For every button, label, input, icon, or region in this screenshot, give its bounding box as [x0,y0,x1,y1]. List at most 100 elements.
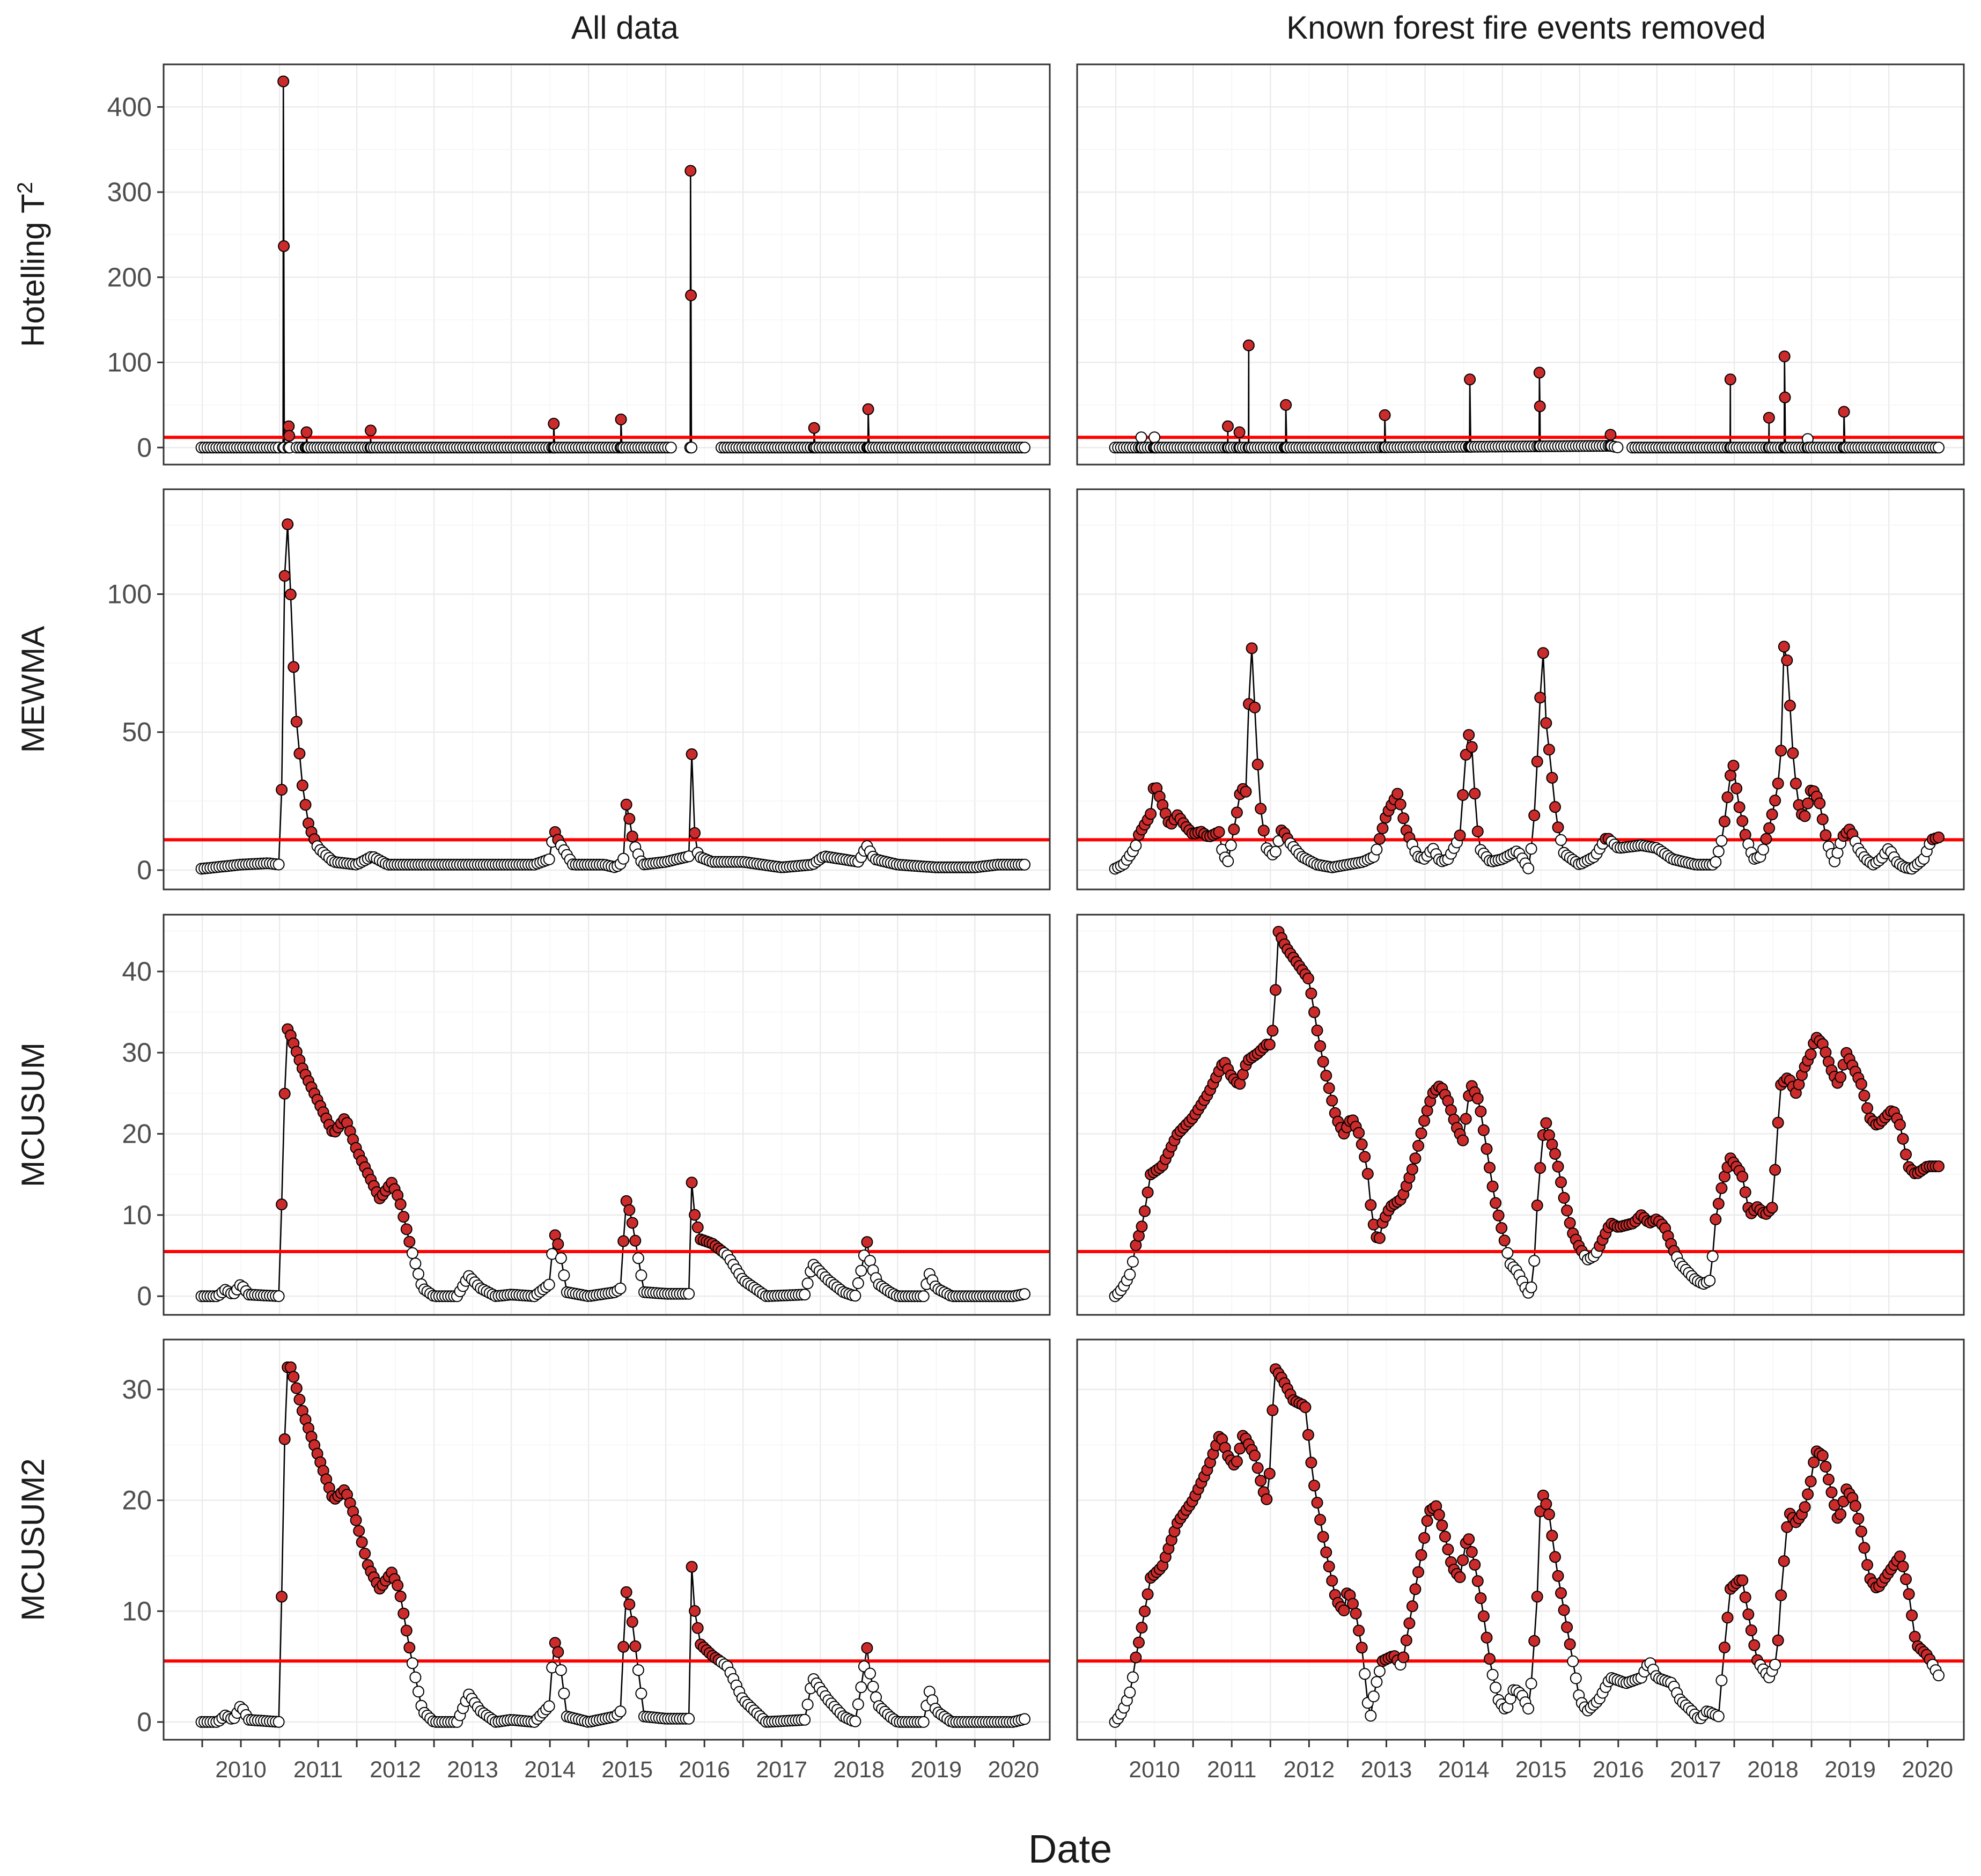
data-point-out-of-control [1356,1138,1368,1151]
data-point-out-of-control [1718,1642,1730,1653]
data-point-in-control [1757,843,1769,856]
data-point-in-control [1525,843,1537,855]
data-point-in-control [1269,845,1282,858]
data-point-out-of-control [1561,1621,1573,1634]
data-point-out-of-control [397,1607,410,1620]
data-point-out-of-control [1849,1500,1861,1512]
y-tick-label: 20 [122,1119,152,1149]
data-point-out-of-control [1477,1610,1490,1622]
column-titles: All data Known forest fire events remove… [571,10,1766,46]
data-point-out-of-control [1353,1127,1365,1139]
data-point-out-of-control [1406,1600,1418,1613]
data-point-out-of-control [1552,821,1564,834]
data-point-out-of-control [1145,808,1157,820]
data-point-out-of-control [1766,1202,1778,1214]
data-point-out-of-control [1739,1186,1751,1198]
x-tick-label: 2019 [910,1757,962,1783]
data-point-in-control [614,1282,627,1294]
data-point-out-of-control [1710,1213,1722,1225]
data-point-in-control [273,858,285,871]
x-tick-label: 2011 [1207,1757,1256,1783]
panel-background [1077,915,1964,1315]
y-tick-label: 0 [137,1707,152,1737]
data-point-out-of-control [278,1433,291,1445]
data-point-out-of-control [1903,1588,1915,1600]
data-point-out-of-control [1549,1147,1561,1160]
data-point-out-of-control [365,424,377,437]
data-point-out-of-control [1463,729,1475,741]
data-point-in-control [864,1667,876,1680]
data-point-out-of-control [1233,426,1246,438]
data-point-out-of-control [1397,812,1410,825]
x-tick-label: 2013 [1361,1757,1412,1783]
data-point-in-control [799,1289,811,1301]
panel-border [1076,488,1965,891]
data-point-out-of-control [1400,1634,1412,1646]
data-point-in-control [799,1713,811,1726]
data-point-out-of-control [1302,1429,1314,1441]
data-point-out-of-control [1822,1473,1835,1485]
data-point-out-of-control [1379,409,1391,421]
data-point-out-of-control [1558,1604,1570,1616]
data-point-out-of-control [1280,399,1292,411]
data-point-out-of-control [1338,1605,1350,1616]
data-point-out-of-control [1739,1591,1751,1603]
data-point-out-of-control [1442,1543,1454,1556]
x-tick-label: 2013 [447,1757,498,1783]
data-point-out-of-control [1394,798,1406,811]
series [1077,641,1964,875]
data-point-out-of-control [1552,1160,1564,1173]
data-point-out-of-control [1266,1025,1279,1037]
data-point-out-of-control [1496,1222,1508,1234]
data-point-out-of-control [1816,813,1829,826]
data-point-out-of-control [1471,825,1484,837]
data-point-out-of-control [1222,420,1234,432]
y-tick-label: 0 [137,1281,152,1311]
x-tick-label: 2012 [1284,1757,1335,1783]
data-point-in-control [1710,856,1722,868]
data-point-out-of-control [686,1176,698,1189]
data-point-out-of-control [1715,1182,1728,1194]
data-point-out-of-control [1855,1078,1867,1090]
x-tick-label: 2020 [1902,1757,1953,1783]
data-point-out-of-control [1240,785,1252,798]
data-point-in-control [273,1716,285,1728]
data-point-out-of-control [1805,1475,1817,1488]
data-point-out-of-control [1326,1575,1338,1587]
data-point-in-control [1501,1247,1514,1259]
data-point-out-of-control [691,1622,704,1634]
data-point-out-of-control [1718,815,1730,828]
data-point-out-of-control [1533,366,1545,379]
data-point-in-control [1933,442,1945,454]
data-point-out-of-control [1477,1124,1490,1136]
x-tick-label: 2017 [1670,1757,1721,1783]
data-point-in-control [614,1705,627,1718]
data-point-out-of-control [1469,1558,1481,1571]
data-point-out-of-control [1464,373,1476,386]
data-point-in-control [1126,1671,1139,1683]
data-point-out-of-control [1323,1561,1335,1573]
data-point-out-of-control [1415,1549,1427,1561]
data-point-out-of-control [1406,1163,1418,1175]
data-point-in-control [635,1687,647,1700]
data-point-in-control [558,1687,570,1700]
data-point-out-of-control [1466,1546,1478,1558]
data-point-out-of-control [1251,759,1264,771]
data-point-out-of-control [1471,1092,1484,1105]
data-point-out-of-control [1534,1162,1546,1174]
data-point-out-of-control [1897,1561,1909,1572]
data-point-out-of-control [1308,1006,1320,1018]
column-title-fires-removed: Known forest fire events removed [1286,10,1766,46]
data-point-in-control [1367,1690,1380,1703]
y-tick-label: 30 [122,1374,152,1404]
data-point-out-of-control [1528,1635,1541,1647]
data-point-out-of-control [1228,823,1240,835]
panel-border [163,914,1051,1316]
data-point-out-of-control [1712,1197,1725,1210]
data-point-out-of-control [277,75,290,87]
data-point-out-of-control [1540,1498,1552,1510]
data-point-out-of-control [1498,1234,1511,1247]
data-point-out-of-control [1835,1508,1847,1520]
data-point-out-of-control [1376,822,1389,834]
data-point-out-of-control [1314,1513,1327,1526]
